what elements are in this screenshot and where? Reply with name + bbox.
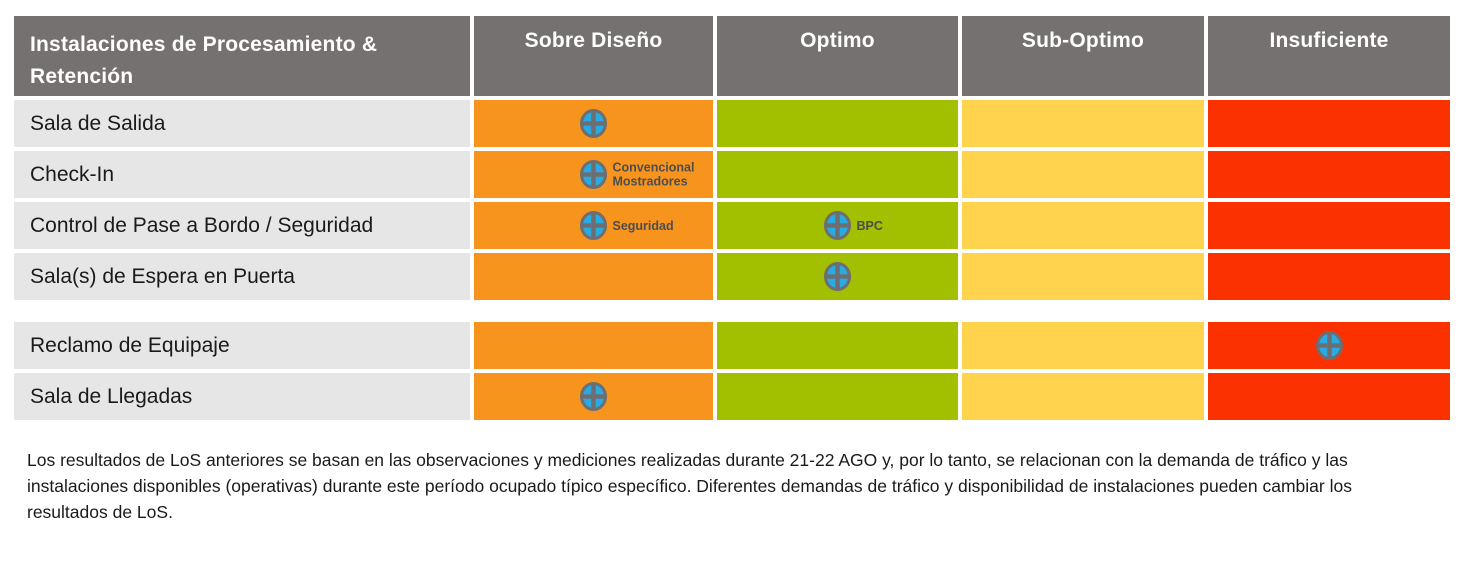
los-cell-sub-optimo (962, 253, 1204, 300)
crosshair-circle-icon (824, 211, 851, 240)
facility-label: Sala(s) de Espera en Puerta (14, 253, 470, 300)
table-body: Sala de Salida Check-In Convencional Mostr… (14, 100, 1464, 420)
los-cell-optimo: BPC (717, 202, 958, 249)
los-cell-insuficiente (1208, 322, 1450, 369)
table-row: Reclamo de Equipaje (14, 322, 1464, 369)
los-cell-optimo (717, 151, 958, 198)
crosshair-circle-icon (580, 109, 607, 138)
crosshair-circle-icon (824, 262, 851, 291)
footnote: Los resultados de LoS anteriores se basa… (27, 450, 1352, 522)
los-cell-insuficiente (1208, 100, 1450, 147)
header-optimo: Optimo (717, 16, 958, 96)
los-cell-optimo (717, 373, 958, 420)
header-facility-column: Instalaciones de Procesamiento & Retenci… (14, 16, 470, 96)
table-header-row: Instalaciones de Procesamiento & Retenci… (14, 16, 1464, 96)
los-results-table: Instalaciones de Procesamiento & Retenci… (14, 16, 1464, 420)
los-cell-insuficiente (1208, 202, 1450, 249)
los-cell-insuficiente (1208, 151, 1450, 198)
los-cell-sobre-diseno (474, 253, 713, 300)
table-row: Check-In Convencional Mostradores (14, 151, 1464, 198)
los-cell-optimo (717, 322, 958, 369)
los-cell-optimo (717, 100, 958, 147)
table-row: Sala de Llegadas (14, 373, 1464, 420)
facility-label: Reclamo de Equipaje (14, 322, 470, 369)
los-cell-sub-optimo (962, 100, 1204, 147)
crosshair-circle-icon (580, 211, 607, 240)
marker-label: Seguridad (612, 218, 674, 233)
facility-label: Control de Pase a Bordo / Seguridad (14, 202, 470, 249)
los-cell-optimo (717, 253, 958, 300)
header-sobre-diseno: Sobre Diseño (474, 16, 713, 96)
los-cell-insuficiente (1208, 373, 1450, 420)
los-cell-sub-optimo (962, 151, 1204, 198)
los-cell-insuficiente (1208, 253, 1450, 300)
marker-label: Convencional Mostradores (612, 160, 695, 189)
facility-label: Sala de Llegadas (14, 373, 470, 420)
los-cell-sub-optimo (962, 373, 1204, 420)
marker-label: BPC (856, 218, 883, 233)
crosshair-circle-icon (1315, 331, 1343, 360)
los-cell-sub-optimo (962, 322, 1204, 369)
facility-label: Check-In (14, 151, 470, 198)
los-cell-sobre-diseno: Convencional Mostradores (474, 151, 713, 198)
los-cell-sub-optimo (962, 202, 1204, 249)
table-row: Sala de Salida (14, 100, 1464, 147)
los-cell-sobre-diseno: Seguridad (474, 202, 713, 249)
los-cell-sobre-diseno (474, 322, 713, 369)
facility-label: Sala de Salida (14, 100, 470, 147)
los-cell-sobre-diseno (474, 100, 713, 147)
crosshair-circle-icon (580, 382, 607, 411)
header-insuficiente: Insuficiente (1208, 16, 1450, 96)
table-row: Control de Pase a Bordo / Seguridad Segur… (14, 202, 1464, 249)
los-cell-sobre-diseno (474, 373, 713, 420)
crosshair-circle-icon (580, 160, 607, 189)
header-sub-optimo: Sub-Optimo (962, 16, 1204, 96)
table-row: Sala(s) de Espera en Puerta (14, 253, 1464, 300)
